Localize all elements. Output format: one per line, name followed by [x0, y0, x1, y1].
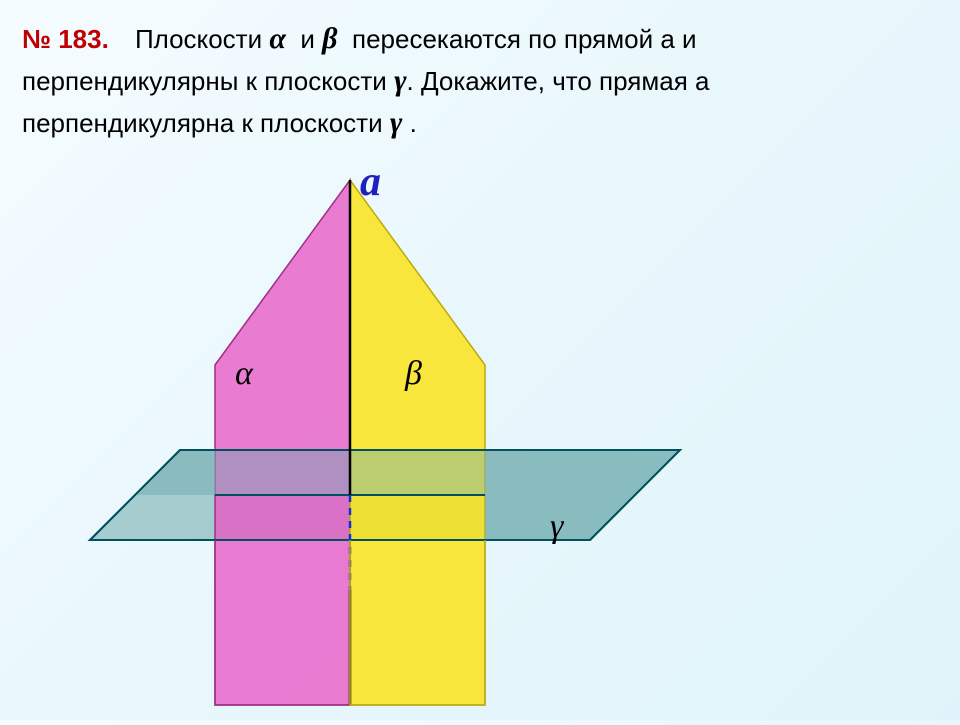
- problem-number: № 183.: [22, 24, 109, 54]
- text-p5: .: [410, 108, 417, 138]
- beta-inline: β: [322, 22, 337, 55]
- text-p2: и: [300, 24, 315, 54]
- label-line-a: a: [360, 158, 381, 206]
- problem-body: Плоскости α и β пересекаются по прямой а…: [22, 24, 709, 138]
- geometry-diagram: a α β γ: [60, 150, 760, 720]
- label-alpha: α: [235, 355, 253, 393]
- label-beta: β: [405, 355, 422, 393]
- label-gamma: γ: [550, 508, 563, 546]
- text-p1: Плоскости: [135, 24, 262, 54]
- gamma-inline-2: γ: [390, 106, 402, 139]
- problem-statement: № 183. Плоскости α и β пересекаются по п…: [22, 18, 920, 144]
- diagram-svg: [60, 150, 760, 720]
- alpha-inline: α: [269, 22, 286, 55]
- gamma-inline-1: γ: [394, 64, 406, 97]
